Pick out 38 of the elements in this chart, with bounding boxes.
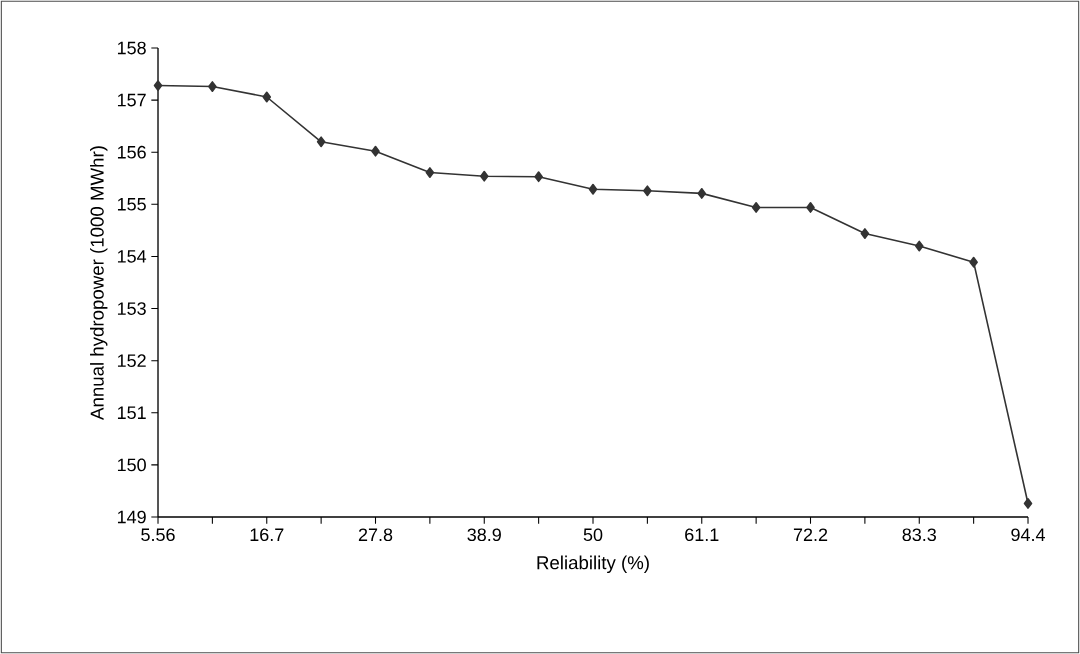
point: [751, 202, 761, 213]
point: [425, 167, 435, 179]
x-tick-label: 83.3: [902, 528, 936, 542]
y-tick-label: 152: [117, 354, 146, 368]
y-tick-label: 150: [117, 458, 146, 472]
point: [262, 91, 272, 103]
x-axis-title: Reliability (%): [537, 555, 649, 574]
x-tick-label: 61.1: [685, 528, 719, 542]
point: [208, 81, 217, 93]
point: [806, 202, 815, 213]
y-axis-title: Annual hydropower (1000 MWhr): [90, 146, 108, 420]
x-tick-label: 5.56: [141, 528, 175, 542]
y-tick-label: 151: [117, 406, 146, 420]
point: [316, 136, 326, 148]
x-tick-label: 16.7: [250, 528, 284, 542]
x-tick-label: 38.9: [467, 528, 501, 542]
point: [860, 228, 870, 239]
y-tick-label: 157: [117, 93, 146, 107]
point: [479, 170, 489, 182]
point: [643, 185, 652, 197]
y-tick-label: 154: [117, 250, 147, 263]
y-tick-label: 155: [117, 198, 146, 211]
y-tick-label: 156: [117, 145, 146, 159]
x-tick-label: 50: [583, 528, 603, 542]
x-tick-label: 72.2: [793, 528, 828, 541]
y-tick-label: 153: [117, 302, 146, 315]
point: [153, 80, 163, 91]
point: [534, 171, 543, 183]
x-tick-label: 27.8: [358, 528, 393, 542]
y-tick-label: 149: [117, 510, 146, 524]
y-tick-label: 158: [117, 41, 146, 55]
point: [1023, 497, 1033, 509]
point: [371, 145, 380, 157]
point: [969, 256, 978, 268]
x-tick-label: 94.4: [1011, 528, 1046, 542]
point: [588, 183, 598, 195]
point: [914, 240, 924, 252]
point: [697, 187, 707, 199]
